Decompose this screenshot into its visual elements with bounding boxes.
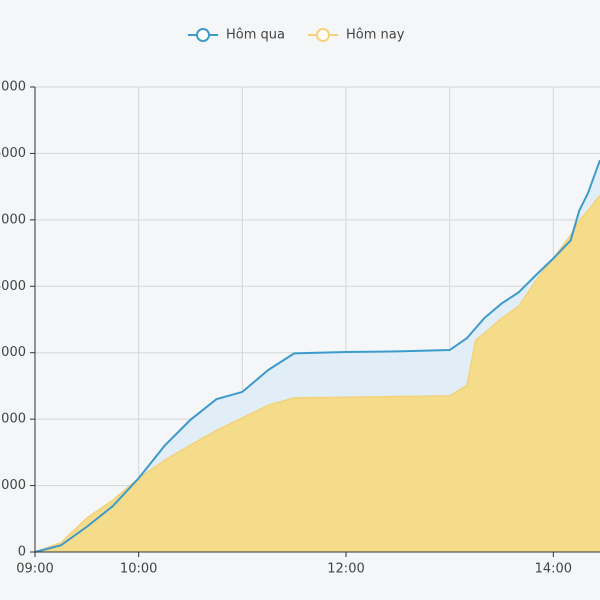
x-tick-label: 10:00 [120, 562, 157, 577]
legend-marker [316, 28, 330, 42]
x-tick-label: 14:00 [535, 562, 572, 577]
y-tick-label: 0 [18, 545, 26, 560]
area [35, 195, 600, 552]
x-tick-label: 09:00 [16, 562, 53, 577]
legend-marker [196, 28, 210, 42]
legend-label: Hôm nay [346, 28, 405, 43]
line [34, 159, 600, 553]
y-tick-label: 2000 [0, 412, 26, 427]
x-tick-label: 12:00 [327, 562, 364, 577]
legend-label: Hôm qua [226, 28, 285, 43]
y-tick-label: 4000 [0, 279, 26, 294]
y-tick-label: 1000 [0, 478, 26, 493]
y-tick-label: 3000 [0, 345, 26, 360]
y-tick-label: 5000 [0, 212, 26, 227]
y-tick-label: 6000 [0, 146, 26, 161]
y-tick-label: 7000 [0, 80, 26, 95]
